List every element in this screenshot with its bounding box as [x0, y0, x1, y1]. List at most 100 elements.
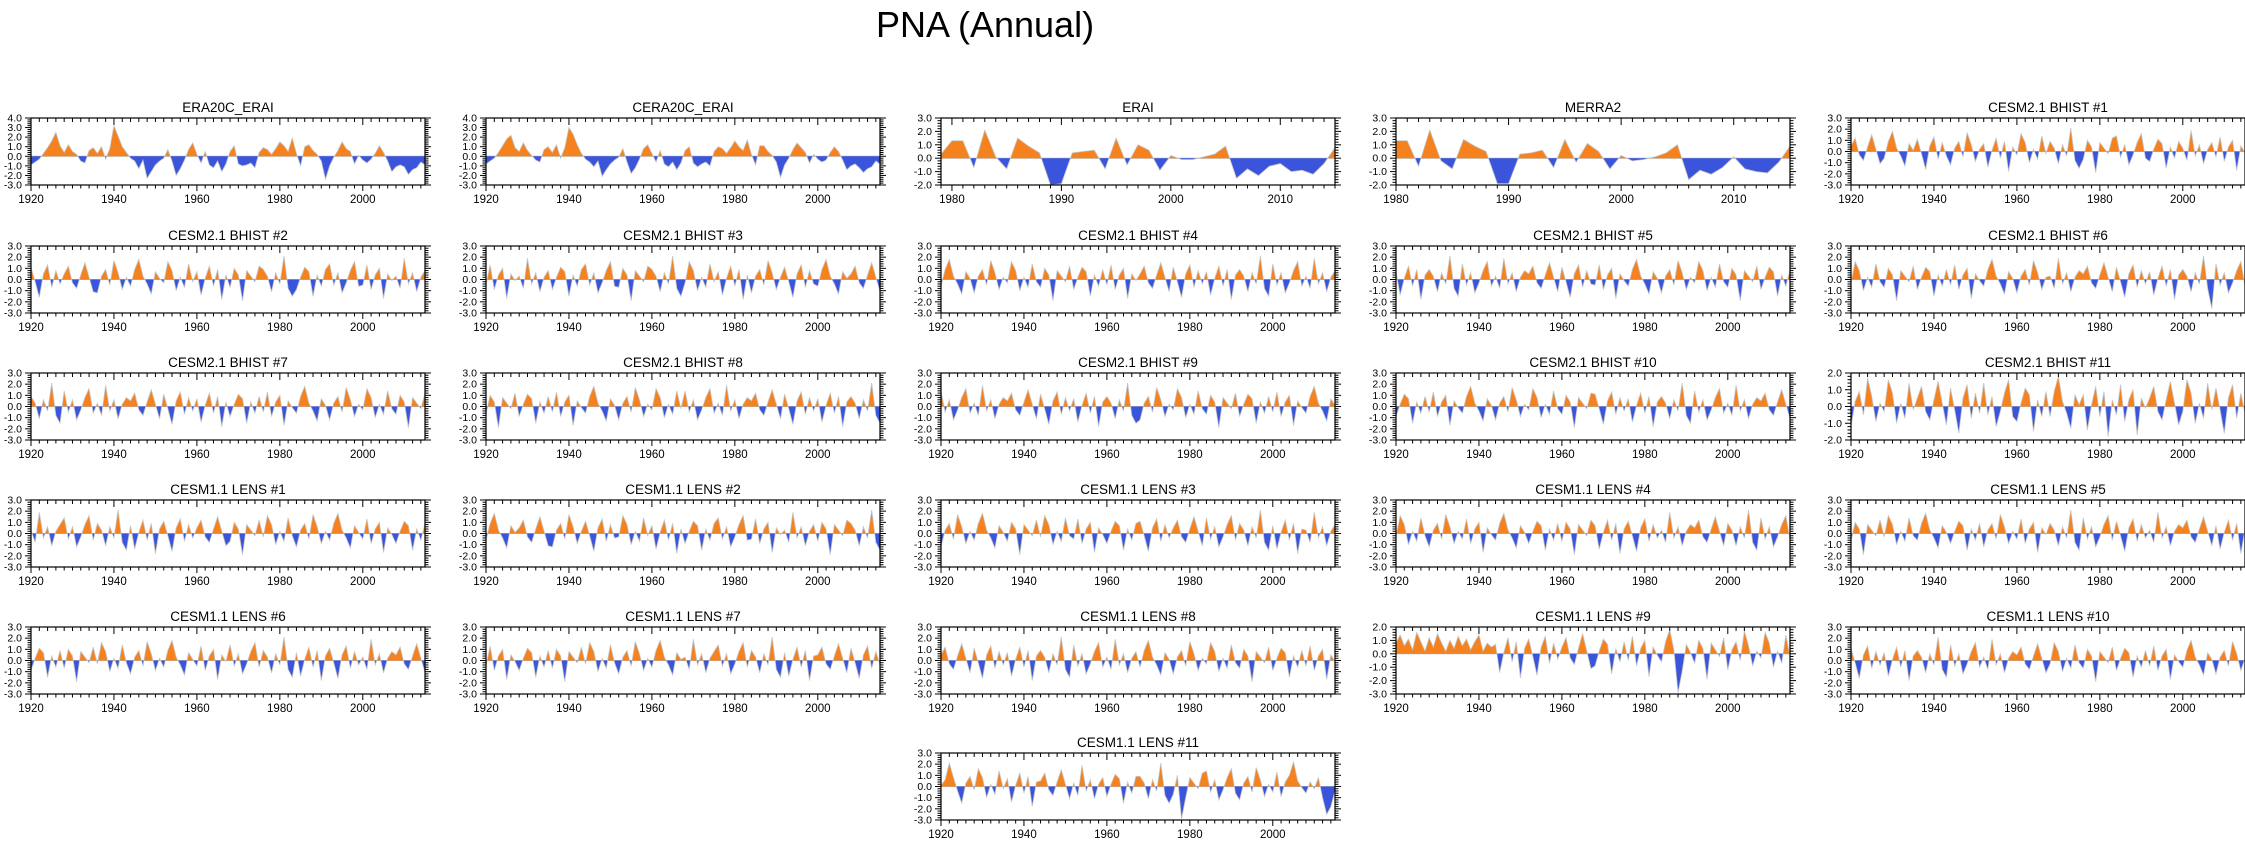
y-tick-label: -2.0: [1824, 677, 1842, 689]
x-tick-label: 1940: [1466, 449, 1492, 461]
y-tick-label: 2.0: [1372, 506, 1387, 518]
positive-anomaly-area: [941, 130, 1335, 159]
y-tick-label: -2.0: [1369, 550, 1387, 562]
y-tick-label: 2.0: [1827, 633, 1842, 645]
x-tick-label: 1960: [2004, 576, 2030, 588]
positive-anomaly-area: [1851, 128, 2245, 152]
axis-ticks: [935, 372, 1341, 446]
y-tick-label: 2.0: [1827, 368, 1842, 380]
x-tick-label: 1920: [1838, 576, 1864, 588]
y-tick-label: -2.0: [914, 550, 932, 562]
x-tick-label: 1940: [101, 576, 127, 588]
axis-ticks: [480, 626, 886, 700]
y-tick-label: -3.0: [459, 562, 477, 574]
y-tick-label: 0.0: [1372, 528, 1387, 540]
y-tick-label: 0.0: [1372, 401, 1387, 413]
x-tick-label: 1960: [184, 703, 210, 715]
axis-labels: 3.02.01.0 0.0-1.0 -2.0 1980 1990 2000 2010: [1369, 113, 1747, 207]
axis-labels: 2.01.00.0 -1.0-2.0 -3.0 1920 1940 1960 1980 200…: [1369, 622, 1741, 716]
x-tick-label: 1940: [556, 449, 582, 461]
y-tick-label: 0.0: [917, 401, 932, 413]
y-tick-label: 3.0: [917, 368, 932, 380]
x-tick-label: 1920: [18, 194, 44, 206]
y-tick-label: -3.0: [4, 180, 22, 192]
series-outline: [486, 509, 880, 555]
positive-anomaly-area: [1396, 383, 1790, 407]
y-tick-label: -2.0: [1824, 296, 1842, 308]
x-tick-label: 1920: [1383, 449, 1409, 461]
y-tick-label: 2.0: [462, 132, 477, 144]
panel-title: CESM2.1 BHIST #9: [1078, 355, 1198, 370]
panel-cesm2-1-bhist-3: 3.02.01.00.0-1.0-2.0-3.0 1920 1940 1960 1980…: [459, 228, 886, 334]
y-tick-label: -1.0: [459, 160, 477, 172]
x-tick-label: 1960: [639, 703, 665, 715]
y-tick-label: -2.0: [459, 423, 477, 435]
series-outline: [941, 760, 1335, 819]
y-tick-label: -2.0: [1369, 296, 1387, 308]
y-tick-label: -1.0: [459, 285, 477, 297]
x-tick-label: 1980: [1632, 449, 1658, 461]
panel-erai: 3.02.01.0 0.0-1.0 -2.0 1980 1990 2000 2010 ERAI: [914, 100, 1341, 206]
axis-ticks: [935, 626, 1341, 700]
positive-anomaly-area: [941, 510, 1335, 534]
positive-anomaly-area: [1396, 510, 1790, 534]
axis-labels: 3.02.01.00.0-1.0-2.0-3.0 1920 1940 1960 1980…: [914, 241, 1286, 335]
y-tick-label: -3.0: [4, 689, 22, 701]
x-tick-label: 1980: [722, 322, 748, 334]
y-tick-label: 3.0: [7, 622, 22, 634]
y-tick-label: -1.0: [4, 160, 22, 172]
positive-anomaly-area: [941, 256, 1335, 280]
axis-ticks: [1390, 372, 1796, 446]
x-tick-label: 1980: [1177, 703, 1203, 715]
y-tick-label: -1.0: [914, 166, 932, 178]
y-tick-label: -1.0: [459, 539, 477, 551]
x-tick-label: 1980: [1632, 703, 1658, 715]
panel-cesm1-1-lens-10: 3.02.01.00.0-1.0-2.0-3.0 1920 1940 1960 1980…: [1824, 609, 2245, 715]
panel-title: ERAI: [1122, 100, 1154, 115]
axis-ticks: [25, 626, 431, 700]
x-tick-label: 2000: [1608, 194, 1634, 206]
y-tick-label: -3.0: [1824, 562, 1842, 574]
negative-anomaly-area: [1396, 279, 1790, 301]
x-tick-label: 2000: [805, 194, 831, 206]
x-tick-label: 1980: [267, 576, 293, 588]
panel-title: MERRA2: [1565, 100, 1621, 115]
y-tick-label: 3.0: [462, 368, 477, 380]
x-tick-label: 1980: [1632, 576, 1658, 588]
y-tick-label: 0.0: [462, 274, 477, 286]
x-tick-label: 1920: [1383, 576, 1409, 588]
y-tick-label: -1.0: [4, 539, 22, 551]
axis-labels: 3.02.01.00.0-1.0-2.0-3.0 1920 1940 1960 1980…: [1369, 368, 1741, 462]
x-tick-label: 1920: [473, 576, 499, 588]
axis-labels: 3.02.01.00.0-1.0-2.0-3.0 1920 1940 1960 1980…: [914, 622, 1286, 716]
series-outline: [1396, 128, 1790, 185]
negative-anomaly-area: [941, 406, 1335, 428]
plot-frame: [1395, 626, 1791, 695]
y-tick-label: -2.0: [4, 677, 22, 689]
x-tick-label: 1980: [2087, 194, 2113, 206]
x-tick-label: 1960: [639, 194, 665, 206]
x-tick-label: 1940: [1466, 703, 1492, 715]
y-tick-label: 0.0: [462, 528, 477, 540]
x-tick-label: 1940: [556, 576, 582, 588]
panel-title: CESM1.1 LENS #1: [170, 482, 286, 497]
y-tick-label: 0.0: [7, 655, 22, 667]
axis-labels: 3.02.01.00.0-1.0-2.0-3.0 1920 1940 1960 1980…: [1824, 622, 2196, 716]
y-tick-label: 0.0: [1827, 401, 1842, 413]
y-tick-label: -3.0: [1824, 689, 1842, 701]
panel-title: CESM1.1 LENS #10: [1986, 609, 2109, 624]
x-tick-label: 1920: [928, 449, 954, 461]
y-tick-label: -3.0: [459, 435, 477, 447]
series-outline: [31, 124, 425, 181]
y-tick-label: 1.0: [917, 263, 932, 275]
axis-ticks: [1390, 499, 1796, 573]
axis-ticks: [25, 245, 431, 319]
x-tick-label: 1980: [2087, 703, 2113, 715]
x-tick-label: 1980: [267, 194, 293, 206]
negative-anomaly-area: [1851, 660, 2245, 682]
y-tick-label: -3.0: [914, 815, 932, 827]
y-tick-label: -1.0: [1369, 285, 1387, 297]
y-tick-label: 2.0: [1827, 252, 1842, 264]
y-tick-label: -2.0: [914, 423, 932, 435]
